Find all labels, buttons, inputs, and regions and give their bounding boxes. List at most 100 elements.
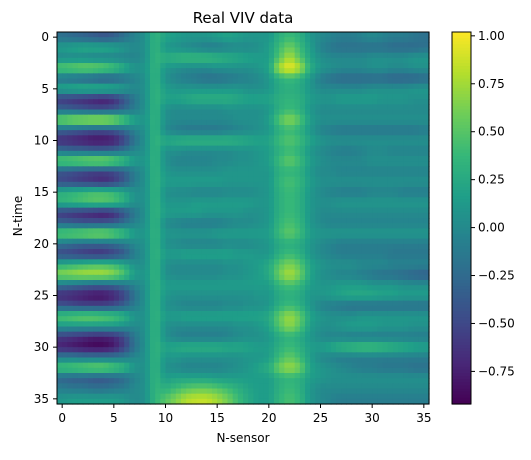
heatmap-cell [82, 342, 89, 348]
heatmap-cell [67, 378, 74, 384]
heatmap-cell [341, 171, 347, 178]
heatmap-cell [150, 109, 156, 116]
heatmap-cell [103, 145, 110, 152]
heatmap-cell [294, 264, 301, 271]
heatmap-cell [315, 63, 322, 69]
heatmap-cell [191, 254, 198, 260]
heatmap-cell [119, 300, 125, 307]
heatmap-cell [403, 135, 409, 142]
heatmap-cell [392, 171, 399, 178]
heatmap-cell [67, 212, 74, 219]
heatmap-cell [377, 243, 384, 250]
heatmap-cell [263, 125, 270, 131]
heatmap-cell [258, 357, 265, 364]
heatmap-cell [413, 378, 420, 384]
heatmap-cell [186, 166, 192, 173]
heatmap-cell [346, 367, 353, 374]
heatmap-cell [93, 125, 99, 131]
heatmap-cell [103, 166, 110, 173]
heatmap-cell [305, 119, 311, 126]
heatmap-cell [279, 47, 285, 54]
heatmap-cell [67, 156, 74, 162]
heatmap-cell [165, 249, 172, 255]
heatmap-cell [93, 166, 99, 173]
heatmap-cell [289, 202, 296, 209]
heatmap-cell [382, 207, 389, 214]
heatmap-cell [279, 181, 285, 188]
heatmap-cell [237, 249, 244, 255]
heatmap-cell [387, 119, 394, 126]
heatmap-cell [201, 305, 208, 312]
heatmap-cell [403, 161, 409, 167]
heatmap-cell [139, 243, 146, 250]
heatmap-cell [119, 367, 125, 374]
heatmap-cell [310, 223, 316, 229]
heatmap-cell [346, 68, 353, 74]
heatmap-cell [144, 94, 151, 100]
heatmap-cell [62, 259, 68, 266]
heatmap-cell [222, 176, 229, 183]
heatmap-cell [423, 352, 430, 359]
heatmap-cell [253, 238, 260, 245]
heatmap-cell [315, 331, 322, 338]
heatmap-cell [418, 161, 425, 167]
heatmap-cell [165, 336, 172, 343]
heatmap-cell [201, 233, 208, 240]
heatmap-cell [367, 311, 373, 317]
heatmap-cell [279, 233, 285, 240]
heatmap-cell [413, 367, 420, 374]
heatmap-cell [124, 119, 130, 126]
heatmap-cell [206, 63, 213, 69]
heatmap-cell [160, 326, 167, 333]
heatmap-cell [88, 109, 94, 116]
heatmap-cell [212, 373, 218, 379]
heatmap-cell [232, 326, 239, 333]
heatmap-cell [268, 243, 275, 250]
heatmap-cell [67, 254, 74, 260]
heatmap-cell [103, 187, 110, 193]
heatmap-cell [372, 373, 378, 379]
heatmap-cell [201, 280, 208, 286]
heatmap-cell [243, 305, 249, 312]
heatmap-cell [274, 218, 280, 224]
heatmap-cell [299, 88, 306, 95]
heatmap-cell [294, 88, 301, 95]
heatmap-cell [305, 114, 311, 121]
heatmap-cell [160, 125, 167, 131]
heatmap-cell [356, 357, 363, 364]
heatmap-cell [93, 99, 99, 105]
heatmap-cell [408, 295, 415, 302]
heatmap-cell [129, 290, 136, 297]
heatmap-cell [227, 311, 234, 317]
heatmap-cell [206, 367, 213, 374]
heatmap-cell [67, 347, 74, 353]
heatmap-cell [320, 73, 327, 80]
heatmap-cell [294, 305, 301, 312]
heatmap-cell [408, 150, 415, 157]
heatmap-cell [372, 114, 378, 121]
heatmap-cell [268, 233, 275, 240]
heatmap-cell [258, 130, 265, 136]
heatmap-cell [243, 233, 249, 240]
heatmap-cell [372, 197, 378, 204]
heatmap-cell [310, 32, 316, 38]
heatmap-cell [72, 57, 79, 64]
heatmap-cell [129, 181, 136, 188]
heatmap-cell [392, 37, 399, 43]
heatmap-cell [201, 207, 208, 214]
heatmap-cell [113, 259, 120, 266]
heatmap-cell [289, 171, 296, 178]
heatmap-cell [392, 47, 399, 54]
heatmap-cell [144, 259, 151, 266]
heatmap-cell [310, 88, 316, 95]
heatmap-cell [196, 37, 203, 43]
heatmap-cell [423, 130, 430, 136]
heatmap-cell [129, 156, 136, 162]
heatmap-cell [124, 311, 130, 317]
heatmap-cell [418, 362, 425, 369]
heatmap-cell [398, 166, 404, 173]
heatmap-cell [139, 321, 146, 328]
heatmap-cell [356, 192, 363, 198]
heatmap-cell [387, 347, 394, 353]
heatmap-cell [67, 218, 74, 224]
